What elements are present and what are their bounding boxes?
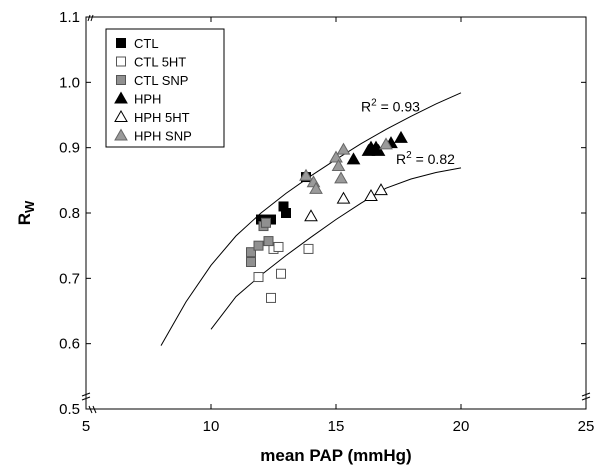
y-tick-label: 1.1 [59, 9, 80, 26]
legend-marker-ctl [116, 38, 126, 48]
legend-label-ctl: CTL [134, 36, 159, 51]
point-hph [346, 152, 361, 165]
y-axis-label-subscript: W [22, 200, 37, 213]
point-hph-snp [334, 171, 348, 184]
y-axis-ticks: 0.5 0.6 0.7 0.8 0.9 1.0 1.1 [59, 9, 586, 418]
legend-marker-ctl-5ht [116, 56, 126, 67]
x-tick-label: 25 [578, 418, 595, 435]
r-squared-symbol: R [396, 151, 406, 167]
point-ctl-snp [261, 217, 271, 228]
y-tick-label: 1.0 [59, 74, 80, 91]
point-hph-snp [379, 137, 393, 150]
legend-label-ctl-snp: CTL SNP [134, 73, 188, 88]
legend: CTL CTL 5HT CTL SNP HPH HPH 5HT HPH SNP [105, 28, 225, 148]
legend-marker-hph-snp [114, 128, 128, 141]
legend-label-hph-5ht: HPH 5HT [134, 110, 190, 125]
legend-marker-hph-5ht [114, 109, 128, 122]
r-squared-value: = 0.93 [377, 99, 420, 115]
y-tick-label: 0.5 [59, 401, 80, 418]
legend-box [105, 28, 225, 148]
point-hph [371, 143, 386, 156]
axis-break-marks [81, 14, 591, 414]
y-tick-label: 0.7 [59, 270, 80, 287]
r-squared-value: = 0.82 [412, 151, 455, 167]
x-tick-label: 20 [453, 418, 470, 435]
r-squared-label-2: R2 = 0.82 [396, 150, 455, 167]
legend-label-hph-snp: HPH SNP [134, 129, 192, 144]
r-squared-label-1: R2 = 0.93 [361, 98, 420, 115]
point-hph [394, 130, 408, 143]
x-tick-label: 15 [328, 418, 345, 435]
point-hph-5ht [304, 209, 318, 222]
point-hph-snp [331, 158, 346, 171]
r-squared-exponent: 2 [371, 98, 377, 109]
y-axis-label-main: R [15, 213, 34, 225]
point-ctl [281, 208, 291, 218]
point-hph-snp [299, 168, 313, 181]
point-ctl-5ht [266, 292, 276, 303]
x-axis-label: mean PAP (mmHg) [260, 446, 411, 465]
point-hph-5ht [374, 183, 388, 196]
point-hph-5ht [364, 189, 378, 202]
r-squared-symbol: R [361, 99, 371, 115]
data-points [246, 130, 408, 303]
point-ctl-5ht [276, 268, 286, 279]
legend-label-ctl-5ht: CTL 5HT [134, 55, 186, 70]
x-tick-label: 10 [203, 418, 220, 435]
y-tick-label: 0.9 [59, 140, 80, 157]
r-squared-exponent: 2 [406, 150, 412, 161]
legend-marker-hph [114, 91, 128, 104]
point-ctl-snp [246, 257, 256, 267]
fit-curve-2 [210, 167, 462, 330]
point-hph-snp [329, 150, 343, 163]
point-hph-5ht [336, 191, 351, 204]
point-ctl-5ht [253, 272, 264, 283]
point-ctl-5ht [273, 241, 284, 252]
x-axis-ticks: 5 10 15 20 25 [82, 17, 595, 435]
y-tick-label: 0.8 [59, 205, 80, 222]
point-ctl-snp [246, 247, 256, 258]
y-tick-label: 0.6 [59, 336, 80, 353]
x-tick-label: 5 [82, 418, 90, 435]
y-axis-label: RW [15, 200, 37, 225]
legend-items: CTL CTL 5HT CTL SNP HPH HPH 5HT HPH SNP [114, 36, 192, 144]
point-ctl-snp [253, 240, 264, 251]
legend-marker-ctl-snp [116, 75, 126, 85]
point-ctl-5ht [303, 243, 314, 254]
point-hph-snp [309, 181, 323, 194]
legend-label-hph: HPH [134, 92, 161, 107]
point-hph-snp [336, 142, 351, 155]
point-ctl-snp [263, 236, 274, 247]
